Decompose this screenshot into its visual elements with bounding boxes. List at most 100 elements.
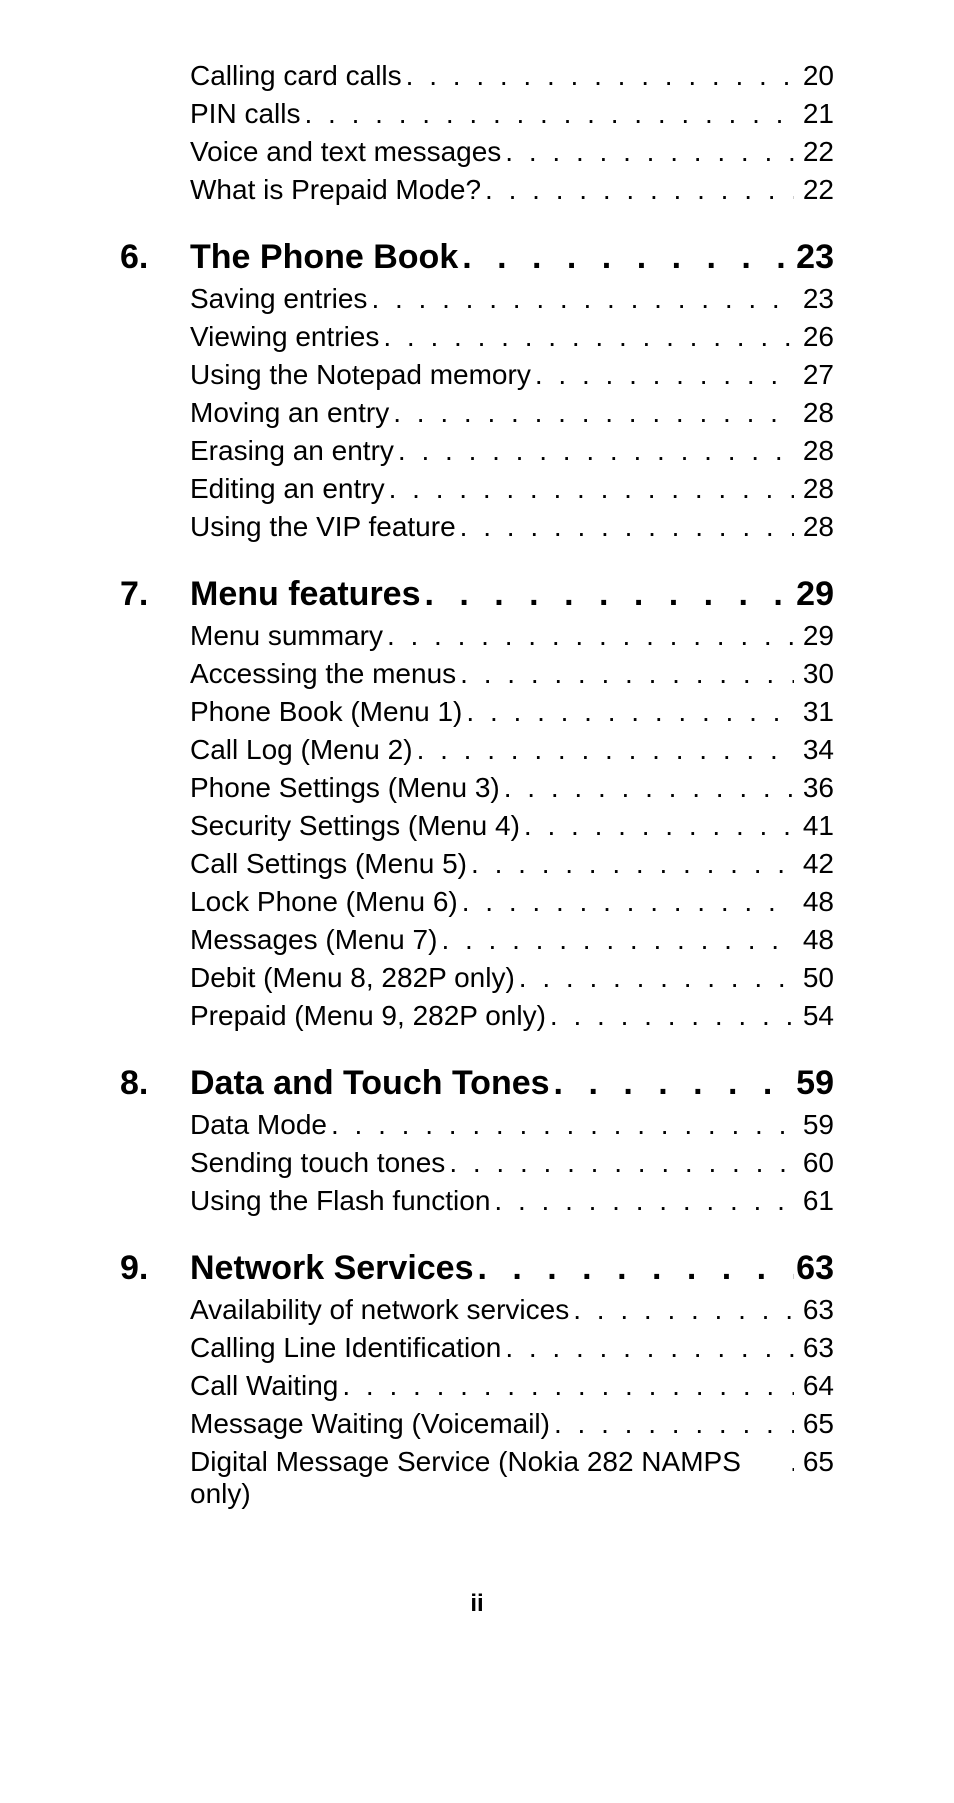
toc-item-title: Editing an entry: [190, 473, 385, 505]
toc-item: Debit (Menu 8, 282P only). . . . . . . .…: [120, 962, 834, 994]
toc-item: Security Settings (Menu 4). . . . . . . …: [120, 810, 834, 842]
dot-leader-bold: . . . . . . . . . . . . . . . . . . . . …: [550, 1064, 794, 1103]
dot-leader: . . . . . . . . . . . . . . . . . . . . …: [445, 1147, 794, 1179]
toc-page-num: 59: [794, 1109, 834, 1141]
toc-item-title: Using the VIP feature: [190, 511, 456, 543]
toc-page-num: 54: [794, 1000, 834, 1032]
toc-page-num: 28: [794, 435, 834, 467]
dot-leader: . . . . . . . . . . . . . . . . . . . . …: [379, 321, 794, 353]
toc-item-title: Accessing the menus: [190, 658, 456, 690]
toc-item: Sending touch tones. . . . . . . . . . .…: [120, 1147, 834, 1179]
dot-leader: . . . . . . . . . . . . . . . . . . . . …: [531, 359, 794, 391]
toc-item-title: Security Settings (Menu 4): [190, 810, 520, 842]
toc-page-num: 30: [794, 658, 834, 690]
section-page-num: 23: [794, 238, 834, 277]
toc-page-num: 61: [794, 1185, 834, 1217]
toc-item-title: Calling card calls: [190, 60, 402, 92]
dot-leader: . . . . . . . . . . . . . . . . . . . . …: [520, 810, 794, 842]
toc-page-num: 29: [794, 620, 834, 652]
toc-page-num: 23: [794, 283, 834, 315]
toc-item-title: Saving entries: [190, 283, 367, 315]
section-page-num: 29: [794, 575, 834, 614]
toc-item-title: Phone Book (Menu 1): [190, 696, 462, 728]
dot-leader: . . . . . . . . . . . . . . . . . . . . …: [338, 1370, 794, 1402]
toc-page-num: 65: [794, 1446, 834, 1478]
toc-page-num: 63: [794, 1332, 834, 1364]
toc-item: Phone Book (Menu 1). . . . . . . . . . .…: [120, 696, 834, 728]
dot-leader-bold: . . . . . . . . . . . . . . . . . . . . …: [421, 575, 795, 614]
toc-item-title: Call Log (Menu 2): [190, 734, 413, 766]
toc-page-num: 36: [794, 772, 834, 804]
toc-item-title: Data Mode: [190, 1109, 327, 1141]
toc-item: Accessing the menus. . . . . . . . . . .…: [120, 658, 834, 690]
toc-page-num: 65: [794, 1408, 834, 1440]
toc-item-title: Using the Notepad memory: [190, 359, 531, 391]
dot-leader: . . . . . . . . . . . . . . . . . . . . …: [394, 435, 794, 467]
toc-item: What is Prepaid Mode?. . . . . . . . . .…: [120, 174, 834, 206]
dot-leader: . . . . . . . . . . . . . . . . . . . . …: [385, 473, 794, 505]
dot-leader: . . . . . . . . . . . . . . . . . . . . …: [456, 658, 794, 690]
toc-item-title: Calling Line Identification: [190, 1332, 501, 1364]
toc-page-num: 22: [794, 174, 834, 206]
toc-item-title: Viewing entries: [190, 321, 379, 353]
toc-page-num: 41: [794, 810, 834, 842]
toc-item-title: Call Waiting: [190, 1370, 338, 1402]
dot-leader-bold: . . . . . . . . . . . . . . . . . . . . …: [458, 238, 794, 277]
toc-section-header: 8.Data and Touch Tones. . . . . . . . . …: [120, 1064, 834, 1103]
page-footer: ii: [120, 1590, 834, 1618]
dot-leader: . . . . . . . . . . . . . . . . . . . . …: [462, 696, 794, 728]
toc-item: Prepaid (Menu 9, 282P only). . . . . . .…: [120, 1000, 834, 1032]
toc-item: PIN calls. . . . . . . . . . . . . . . .…: [120, 98, 834, 130]
toc-item-title: Using the Flash function: [190, 1185, 490, 1217]
toc-item: Message Waiting (Voicemail). . . . . . .…: [120, 1408, 834, 1440]
dot-leader: . . . . . . . . . . . . . . . . . . . . …: [367, 283, 794, 315]
dot-leader: . . . . . . . . . . . . . . . . . . . . …: [501, 1332, 794, 1364]
section-title: Network Services: [190, 1249, 474, 1288]
dot-leader: . . . . . . . . . . . . . . . . . . . . …: [546, 1000, 794, 1032]
dot-leader: . . . . . . . . . . . . . . . . . . . . …: [481, 174, 794, 206]
toc-item: Call Waiting. . . . . . . . . . . . . . …: [120, 1370, 834, 1402]
toc-item-title: Messages (Menu 7): [190, 924, 437, 956]
toc-item: Editing an entry. . . . . . . . . . . . …: [120, 473, 834, 505]
toc-section-header: 9.Network Services. . . . . . . . . . . …: [120, 1249, 834, 1288]
dot-leader: . . . . . . . . . . . . . . . . . . . . …: [456, 511, 794, 543]
toc-item: Data Mode. . . . . . . . . . . . . . . .…: [120, 1109, 834, 1141]
dot-leader: . . . . . . . . . . . . . . . . . . . . …: [327, 1109, 794, 1141]
toc-item: Menu summary. . . . . . . . . . . . . . …: [120, 620, 834, 652]
dot-leader: . . . . . . . . . . . . . . . . . . . . …: [437, 924, 794, 956]
toc-page-num: 50: [794, 962, 834, 994]
dot-leader-short: . .: [786, 1446, 794, 1478]
dot-leader: . . . . . . . . . . . . . . . . . . . . …: [458, 886, 794, 918]
toc-item: Using the VIP feature. . . . . . . . . .…: [120, 511, 834, 543]
toc-page-num: 28: [794, 511, 834, 543]
section-number: 9.: [120, 1249, 190, 1288]
toc-page-num: 60: [794, 1147, 834, 1179]
section-title: Menu features: [190, 575, 421, 614]
toc-item-title: Availability of network services: [190, 1294, 569, 1326]
toc-item-title: Lock Phone (Menu 6): [190, 886, 458, 918]
dot-leader: . . . . . . . . . . . . . . . . . . . . …: [490, 1185, 794, 1217]
toc-page-num: 26: [794, 321, 834, 353]
toc-section-header: 6.The Phone Book. . . . . . . . . . . . …: [120, 238, 834, 277]
dot-leader: . . . . . . . . . . . . . . . . . . . . …: [550, 1408, 794, 1440]
toc-item: Messages (Menu 7). . . . . . . . . . . .…: [120, 924, 834, 956]
toc-page-num: 48: [794, 924, 834, 956]
toc-item-title: Sending touch tones: [190, 1147, 445, 1179]
toc-page-num: 20: [794, 60, 834, 92]
toc-page-num: 63: [794, 1294, 834, 1326]
section-title: Data and Touch Tones: [190, 1064, 550, 1103]
dot-leader: . . . . . . . . . . . . . . . . . . . . …: [467, 848, 794, 880]
dot-leader: . . . . . . . . . . . . . . . . . . . . …: [389, 397, 794, 429]
toc-page-num: 42: [794, 848, 834, 880]
toc-item-title: PIN calls: [190, 98, 300, 130]
toc-page-num: 28: [794, 397, 834, 429]
section-number: 7.: [120, 575, 190, 614]
toc-item: Digital Message Service (Nokia 282 NAMPS…: [120, 1446, 834, 1510]
toc-item: Calling card calls. . . . . . . . . . . …: [120, 60, 834, 92]
toc-item: Voice and text messages. . . . . . . . .…: [120, 136, 834, 168]
section-title: The Phone Book: [190, 238, 458, 277]
pre-section-items: Calling card calls . . . . . . . . . . . …: [120, 60, 834, 206]
section-number: 8.: [120, 1064, 190, 1103]
toc-page-num: 22: [794, 136, 834, 168]
toc-page-num: 48: [794, 886, 834, 918]
